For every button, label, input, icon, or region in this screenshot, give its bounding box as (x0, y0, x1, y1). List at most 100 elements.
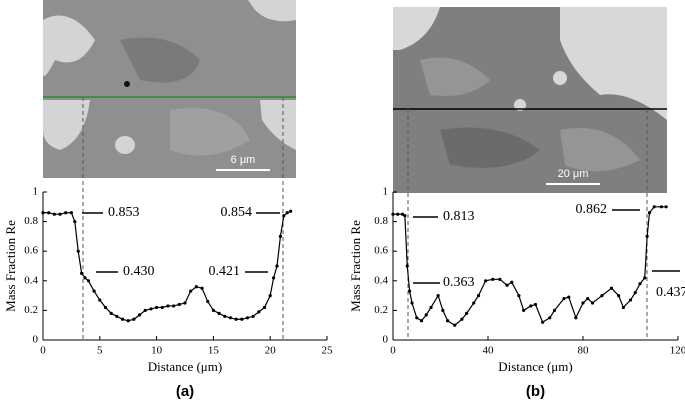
data-point (275, 264, 279, 268)
data-point (529, 304, 533, 308)
data-point (548, 316, 552, 320)
data-point (200, 286, 204, 290)
data-point (282, 214, 286, 218)
x-tick-label: 20 (265, 345, 277, 357)
data-point (446, 319, 450, 323)
x-tick-label: 5 (97, 345, 103, 357)
data-point (590, 301, 595, 305)
x-tick-label: 25 (322, 345, 334, 357)
data-point (441, 308, 445, 312)
y-tick-label: 1 (383, 186, 389, 198)
data-point (533, 302, 538, 307)
data-point (484, 279, 488, 283)
y-tick-label: 0.6 (24, 245, 38, 257)
x-tick-label: 120 (670, 345, 685, 357)
data-point (234, 317, 238, 321)
data-point (453, 323, 457, 327)
annotation: 0.363 (443, 275, 475, 290)
data-point (645, 234, 649, 238)
data-point (586, 296, 590, 301)
data-point (436, 294, 440, 298)
data-point (405, 264, 409, 268)
data-point (245, 316, 250, 320)
data-point (160, 305, 164, 310)
data-point (517, 294, 521, 298)
y-tick-label: 0 (33, 334, 39, 346)
annotation: 0.862 (576, 202, 608, 217)
data-point (628, 298, 633, 302)
data-point (132, 317, 136, 321)
data-point (522, 308, 526, 312)
y-tick-label: 1 (33, 186, 39, 198)
data-point (574, 316, 578, 320)
data-point (172, 304, 176, 308)
data-point (262, 305, 267, 310)
data-point (400, 212, 405, 216)
data-point (285, 211, 289, 215)
data-point (183, 301, 187, 305)
data-point (41, 211, 45, 215)
x-tick-label: 10 (151, 345, 163, 357)
data-point (410, 301, 414, 305)
data-point (240, 317, 244, 321)
data-point (460, 317, 464, 321)
data-point (73, 220, 77, 224)
y-tick-label: 0.6 (374, 245, 388, 257)
data-point (472, 301, 476, 305)
y-axis-label: Mass Fraction Re (348, 220, 363, 312)
data-point (272, 276, 276, 280)
y-tick-label: 0.2 (24, 304, 38, 316)
data-point (76, 249, 80, 253)
data-point (643, 276, 647, 280)
data-point (177, 302, 181, 307)
y-tick-label: 0.4 (374, 274, 388, 286)
data-point (491, 277, 495, 281)
data-point (505, 283, 509, 287)
data-point (194, 285, 198, 289)
data-point (64, 211, 68, 215)
data-point (83, 276, 87, 280)
data-point (396, 212, 400, 216)
annotation: 0.813 (443, 209, 475, 224)
data-point (52, 212, 56, 216)
data-point (189, 289, 193, 293)
data-point (633, 291, 637, 295)
data-point (149, 307, 153, 311)
annotation: 0.853 (108, 205, 140, 220)
data-point (80, 271, 84, 275)
scale-bar-label: 6 μm (231, 154, 256, 166)
data-point (86, 279, 91, 283)
y-tick-label: 0.8 (374, 215, 388, 227)
data-point (429, 305, 433, 310)
annotation: 0.430 (123, 264, 155, 279)
data-point (92, 289, 96, 293)
y-tick-label: 0.2 (374, 304, 388, 316)
panel-label: (a) (176, 383, 194, 400)
data-point (58, 212, 62, 216)
data-point (289, 209, 293, 213)
data-point (109, 311, 113, 315)
data-point (228, 316, 233, 320)
data-point (617, 294, 621, 298)
data-point (257, 310, 261, 314)
y-tick-label: 0.4 (24, 274, 38, 286)
data-point (498, 277, 502, 281)
data-point (581, 301, 585, 305)
data-point (609, 286, 614, 290)
data-point (465, 311, 469, 315)
x-tick-label: 0 (390, 345, 396, 357)
y-tick-label: 0 (383, 334, 389, 346)
y-tick-label: 0.8 (24, 215, 38, 227)
data-point (621, 305, 625, 310)
annotation: 0.854 (221, 205, 253, 220)
data-point (120, 317, 125, 321)
data-point (217, 311, 221, 315)
x-tick-label: 80 (578, 345, 590, 357)
data-point (206, 299, 210, 304)
data-point (278, 234, 283, 238)
data-point (562, 296, 566, 301)
data-point (103, 305, 108, 310)
data-point (664, 205, 668, 209)
micrograph-a: 6 μm (43, 0, 296, 178)
data-point (476, 294, 481, 298)
